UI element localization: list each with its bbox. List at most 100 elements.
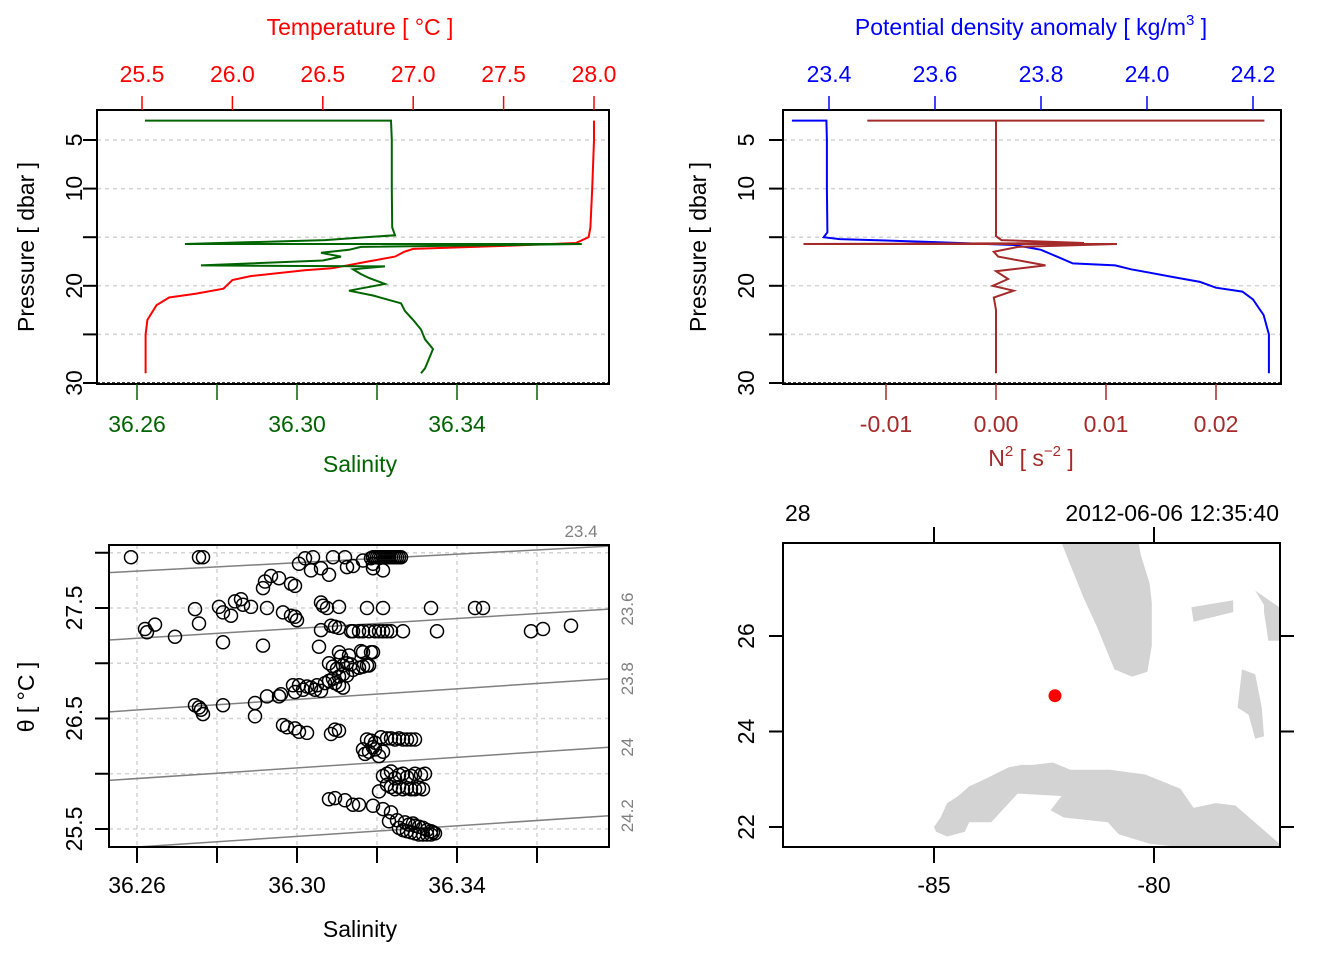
- data-point: [351, 623, 367, 639]
- data-point: [287, 721, 303, 736]
- isopycnal-label: 24: [618, 738, 637, 757]
- series-line-salinity: [145, 119, 582, 374]
- tick-label: 24.2: [1231, 61, 1276, 87]
- tick-label: -80: [1137, 872, 1170, 898]
- top-axis-title-superscript: 3: [1186, 12, 1194, 29]
- data-point: [335, 680, 351, 695]
- top-axis-title: Potential density anomaly [ kg/m3 ]: [855, 12, 1207, 40]
- data-point: [291, 678, 307, 693]
- data-point: [291, 556, 307, 572]
- series-line-potential-density-anomaly: [791, 119, 1270, 374]
- tick-label: 10: [733, 176, 759, 202]
- data-point: [399, 732, 415, 747]
- data-point: [321, 791, 337, 807]
- data-point: [395, 732, 411, 747]
- tick-label: 20: [61, 273, 87, 299]
- tick-label: 27.5: [481, 61, 526, 87]
- tick-label: 5: [61, 134, 87, 147]
- tick-label: 24: [733, 719, 759, 745]
- data-point: [337, 793, 353, 808]
- data-point: [287, 578, 303, 594]
- isopycnal-label: 23.4: [564, 522, 597, 541]
- left-axis-pressure: 5 10 20 30: [733, 134, 783, 396]
- data-point: [271, 570, 287, 586]
- tick-label: 27.0: [391, 61, 436, 87]
- data-point: [523, 623, 539, 639]
- data-point: [259, 689, 275, 704]
- data-point: [215, 635, 231, 650]
- data-point: [345, 797, 361, 812]
- data-point: [255, 638, 271, 653]
- data-point: [371, 748, 387, 764]
- data-point: [321, 567, 337, 583]
- tick-label: 26.5: [300, 61, 345, 87]
- data-point: [191, 549, 207, 565]
- tick-label: 25.5: [61, 807, 87, 852]
- tick-label: 30: [61, 370, 87, 396]
- data-point: [195, 549, 211, 565]
- y-axis-title: θ [ °C ]: [13, 662, 39, 733]
- tick-label: 36.34: [428, 411, 486, 437]
- data-point: [355, 623, 371, 639]
- isopycnal-line: [137, 814, 610, 848]
- data-point: [271, 689, 287, 704]
- tick-label: 5: [733, 134, 759, 147]
- tick-label: 23.8: [1019, 61, 1064, 87]
- data-point: [191, 616, 207, 631]
- tick-label: 25.5: [120, 61, 165, 87]
- tick-label: 36.26: [108, 411, 166, 437]
- plot-frame: [782, 109, 1282, 385]
- data-point: [365, 798, 381, 814]
- data-point: [167, 629, 183, 644]
- tick-label: 26.0: [210, 61, 255, 87]
- data-point: [123, 549, 139, 565]
- bottom-axis-salinity: 36.26 36.30 36.34: [108, 384, 538, 437]
- data-point: [407, 732, 423, 747]
- data-point: [415, 781, 431, 797]
- data-point: [321, 656, 337, 671]
- data-point: [417, 766, 433, 782]
- data-point: [365, 560, 381, 576]
- data-point: [535, 621, 551, 637]
- data-point: [325, 549, 341, 565]
- data-point: [375, 563, 391, 578]
- data-point: [375, 801, 391, 817]
- data-point: [367, 623, 383, 639]
- tick-label: 0.02: [1194, 411, 1239, 437]
- data-point: [337, 549, 353, 565]
- series-line-temperature: [144, 120, 595, 374]
- top-axis-title: Temperature [ °C ]: [267, 14, 454, 40]
- data-point: [429, 623, 445, 639]
- panel-temperature-salinity-profile: 25.5 26.0 26.5 27.0 27.5 28.0 36.26 36.30 36.34…: [13, 14, 616, 477]
- tick-label: 23.6: [913, 61, 958, 87]
- isopycnal-line: [108, 677, 610, 713]
- data-point: [361, 658, 377, 673]
- tick-label: 26.5: [61, 696, 87, 741]
- tick-label: 23.4: [807, 61, 852, 87]
- grid: [97, 139, 609, 384]
- data-point: [361, 623, 377, 639]
- data-point: [243, 599, 259, 615]
- data-point: [381, 814, 397, 829]
- tick-label: 24.0: [1125, 61, 1170, 87]
- data-point: [371, 623, 387, 639]
- data-point: [257, 574, 273, 589]
- data-point: [273, 686, 289, 702]
- data-point: [187, 601, 203, 617]
- data-point: [299, 679, 315, 694]
- data-point: [235, 597, 251, 612]
- data-point: [345, 623, 361, 639]
- bottom-axis-title-mid: [ s: [1013, 445, 1044, 471]
- tick-label: 36.30: [268, 411, 326, 437]
- data-point: [275, 605, 291, 620]
- top-axis-title-tail: ]: [1194, 14, 1207, 40]
- data-point: [255, 580, 271, 596]
- plot-frame: [782, 542, 1281, 848]
- tick-label: -0.01: [860, 411, 912, 437]
- tick-label: 10: [61, 176, 87, 202]
- data-point: [403, 781, 419, 797]
- series-layer: [144, 119, 595, 374]
- left-axis-title: Pressure [ dbar ]: [13, 162, 39, 332]
- data-point: [331, 723, 347, 738]
